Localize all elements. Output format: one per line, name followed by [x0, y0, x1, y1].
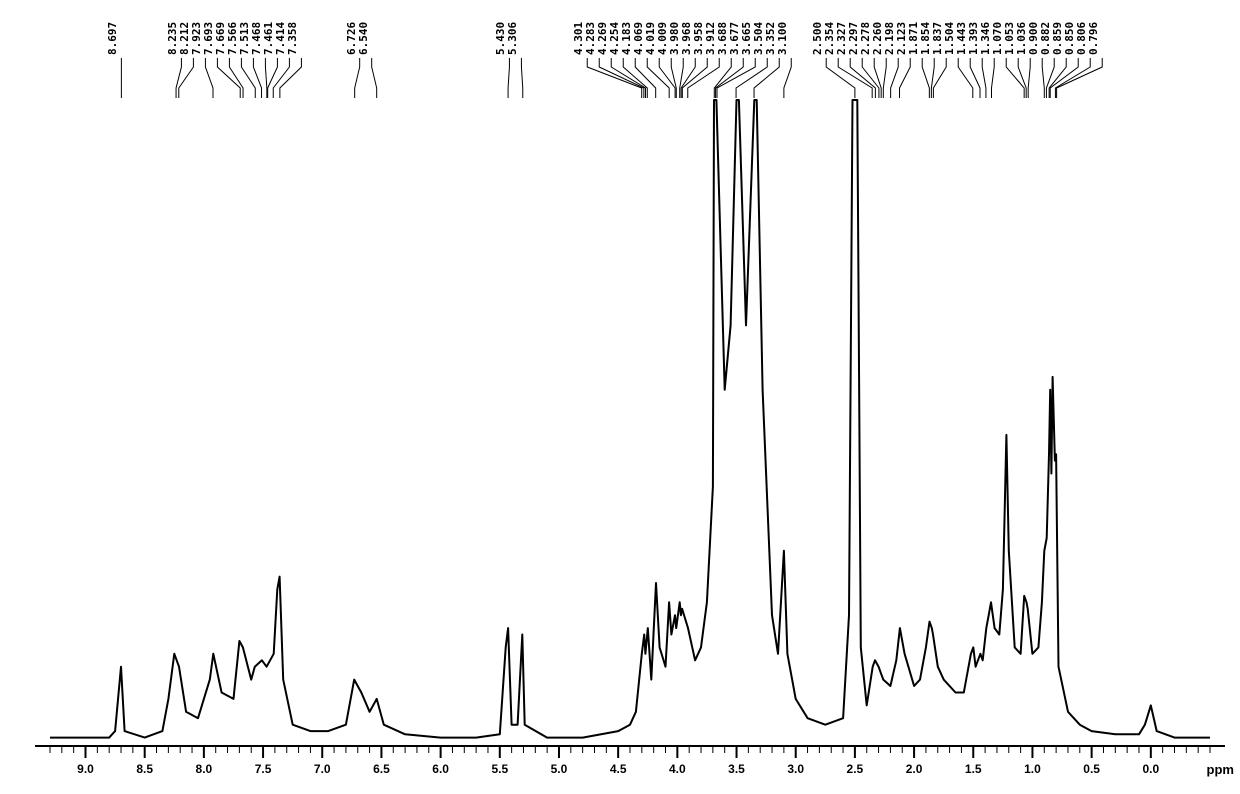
- x-tick-label: 1.0: [1024, 762, 1041, 776]
- x-tick-label: 3.5: [728, 762, 745, 776]
- x-tick-label: 2.5: [847, 762, 864, 776]
- peak-label: 3.100: [776, 22, 789, 55]
- x-tick-label: 2.0: [906, 762, 923, 776]
- x-tick-label: 5.5: [491, 762, 508, 776]
- peak-label: 0.796: [1087, 22, 1100, 55]
- x-tick-label: 4.5: [610, 762, 627, 776]
- x-tick-label: 1.5: [965, 762, 982, 776]
- x-tick-label: 7.0: [314, 762, 331, 776]
- x-tick-label: 8.5: [136, 762, 153, 776]
- peak-label: 6.540: [357, 22, 370, 55]
- peak-label: 6.726: [345, 22, 358, 55]
- peak-label: 7.358: [286, 22, 299, 55]
- x-axis-label: ppm: [1207, 762, 1234, 777]
- x-tick-label: 6.5: [373, 762, 390, 776]
- x-tick-label: 0.0: [1142, 762, 1159, 776]
- x-tick-label: 4.0: [669, 762, 686, 776]
- nmr-spectrum-chart: 9.0 8.5 8.0 7.5 7.0 6.5 6.0 5.5 5.0 4.5 4.0 3.5 3.0 2…: [0, 0, 1240, 794]
- x-tick-label: 8.0: [196, 762, 213, 776]
- x-tick-label: 6.0: [432, 762, 449, 776]
- spectrum-svg: [0, 0, 1240, 794]
- x-tick-label: 9.0: [77, 762, 94, 776]
- peak-label: 8.697: [106, 22, 119, 55]
- x-tick-label: 3.0: [787, 762, 804, 776]
- peak-label: 5.306: [506, 22, 519, 55]
- x-tick-label: 5.0: [551, 762, 568, 776]
- x-tick-label: 0.5: [1083, 762, 1100, 776]
- x-tick-label: 7.5: [255, 762, 272, 776]
